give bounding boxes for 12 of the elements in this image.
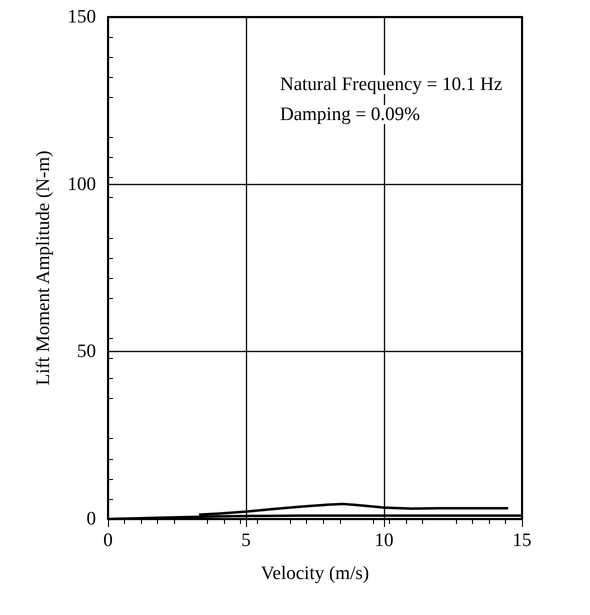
y-tick-label: 100 [68,174,96,195]
annotation: Natural Frequency = 10.1 Hz [280,74,502,95]
x-tick-label: 15 [512,530,532,551]
y-tick-label: 50 [77,341,96,362]
x-tick-label: 5 [241,530,251,551]
y-tick-label: 0 [86,508,96,530]
annotation: Damping = 0.09% [280,104,420,125]
x-tick-label: 10 [374,530,394,551]
x-tick-label: 0 [103,530,113,551]
x-axis-title: Velocity (m/s) [260,563,370,584]
y-tick-label: 150 [68,6,96,28]
y-axis-title: Lift Moment Amplitude (N-m) [33,150,54,386]
